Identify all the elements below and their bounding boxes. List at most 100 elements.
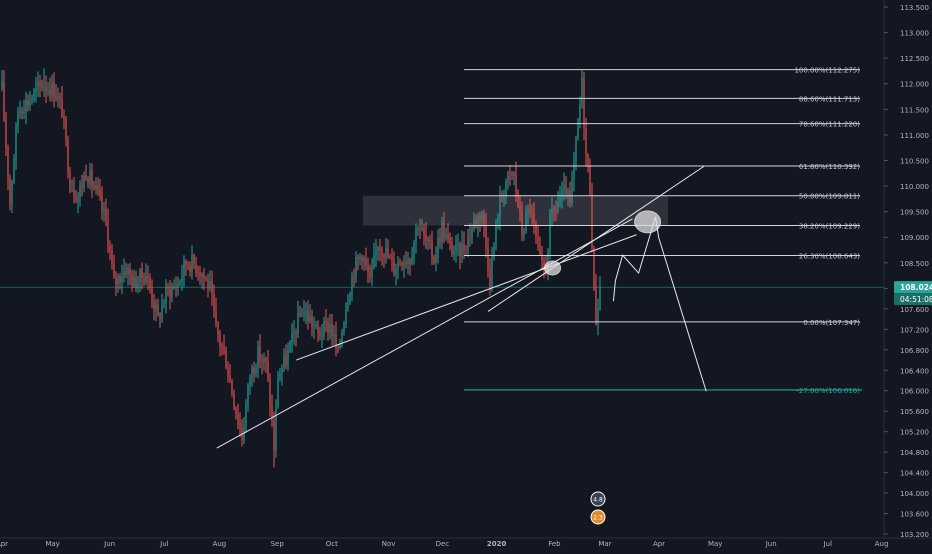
candle — [273, 411, 275, 468]
fib-level-label: 78.60%(111.220) — [799, 121, 860, 129]
candle — [69, 166, 71, 194]
candle — [455, 235, 457, 263]
candle — [121, 264, 123, 295]
price-tick-label: 106.800 — [900, 347, 929, 355]
candle — [369, 264, 371, 283]
candle — [555, 200, 557, 222]
candle — [533, 202, 535, 235]
candle — [373, 242, 375, 270]
candle — [199, 265, 201, 285]
price-tick-label: 105.600 — [900, 408, 929, 416]
time-tick-label: Aug — [875, 540, 889, 548]
candle — [255, 363, 257, 378]
price-tick-label: 109.000 — [900, 234, 929, 242]
candle — [297, 300, 299, 339]
price-tick-label: 112.500 — [900, 55, 929, 63]
candle — [265, 356, 267, 374]
candle — [357, 254, 359, 270]
event-badge[interactable]: 2.3 — [590, 509, 606, 525]
candle — [147, 265, 149, 291]
candle — [179, 279, 181, 287]
candle — [399, 258, 401, 267]
candle — [15, 121, 17, 170]
candle — [321, 323, 323, 349]
candle — [315, 320, 317, 330]
candle — [443, 212, 445, 243]
time-tick-label: Apr — [653, 540, 665, 548]
candle — [325, 309, 327, 333]
price-tick-label: 111.500 — [900, 106, 929, 114]
candle — [227, 361, 229, 383]
candle — [333, 325, 335, 346]
candle — [299, 305, 301, 318]
fib-level-label: 0.00%(107.347) — [803, 319, 860, 327]
candle — [79, 180, 81, 207]
time-tick-label: Apr — [0, 540, 8, 548]
candle — [201, 272, 203, 289]
candle — [223, 334, 225, 355]
candle — [279, 368, 281, 382]
candle — [211, 270, 213, 307]
event-badge[interactable]: 4.8 — [590, 491, 606, 507]
candle — [163, 298, 165, 309]
candle — [359, 253, 361, 266]
price-tick-label: 110.000 — [900, 183, 929, 191]
candle — [133, 269, 135, 289]
highlight-marker — [544, 260, 562, 276]
candle — [337, 344, 339, 354]
candle — [191, 245, 193, 280]
time-tick-label: Jun — [103, 540, 115, 548]
candle — [423, 223, 425, 246]
candle — [561, 181, 563, 209]
candle — [453, 245, 455, 261]
candle — [331, 313, 333, 346]
time-tick-label: Jul — [823, 540, 833, 548]
candle — [489, 258, 491, 296]
candle — [183, 255, 185, 287]
candle — [261, 354, 263, 375]
candle — [307, 300, 309, 330]
candle — [9, 174, 11, 211]
candle — [569, 181, 571, 208]
candle — [335, 321, 337, 357]
candle — [231, 379, 233, 397]
price-tick-label: 113.500 — [900, 4, 929, 12]
fib-level-label: 88.60%(111.713) — [799, 95, 860, 103]
candle — [319, 326, 321, 341]
candle — [187, 261, 189, 271]
candle — [89, 162, 91, 190]
candle — [229, 363, 231, 383]
candle — [589, 158, 591, 196]
candle — [127, 263, 129, 286]
time-tick-label: Jun — [765, 540, 777, 548]
candle — [565, 175, 567, 199]
price-tick-label: 104.000 — [900, 490, 929, 498]
candle — [257, 340, 259, 378]
candle — [285, 344, 287, 370]
candle — [17, 107, 19, 134]
time-tick-label: Jul — [159, 540, 169, 548]
price-tick-label: 104.400 — [900, 470, 929, 478]
candle — [303, 299, 305, 322]
candle — [169, 280, 171, 310]
price-tick-label: 113.000 — [900, 30, 929, 38]
trendline — [216, 218, 633, 449]
candle — [57, 87, 59, 108]
candle — [523, 227, 525, 241]
candle — [175, 276, 177, 298]
time-tick-label: Feb — [548, 540, 561, 548]
candle — [233, 389, 235, 411]
candle — [53, 72, 55, 108]
candle — [527, 204, 529, 226]
candle — [581, 69, 583, 109]
candle — [289, 339, 291, 354]
candle — [517, 189, 519, 209]
svg-text:108.024: 108.024 — [900, 283, 932, 292]
trendline — [296, 234, 637, 361]
countdown-tag: 04:51:08 — [894, 293, 932, 306]
fib-level-label: 26.30%(108.643) — [799, 253, 860, 261]
candle — [43, 68, 45, 98]
candle — [353, 268, 355, 287]
